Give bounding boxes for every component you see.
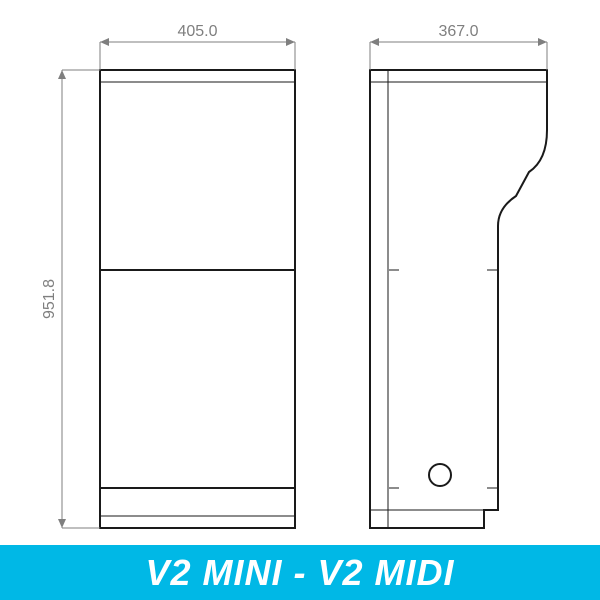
- technical-drawing: 405.0 951.8 367.0: [0, 0, 600, 545]
- svg-text:405.0: 405.0: [177, 23, 217, 40]
- svg-text:367.0: 367.0: [438, 23, 478, 40]
- banner-text: V2 MINI - V2 MIDI: [145, 552, 454, 594]
- svg-text:951.8: 951.8: [41, 279, 58, 319]
- product-banner: V2 MINI - V2 MIDI: [0, 545, 600, 600]
